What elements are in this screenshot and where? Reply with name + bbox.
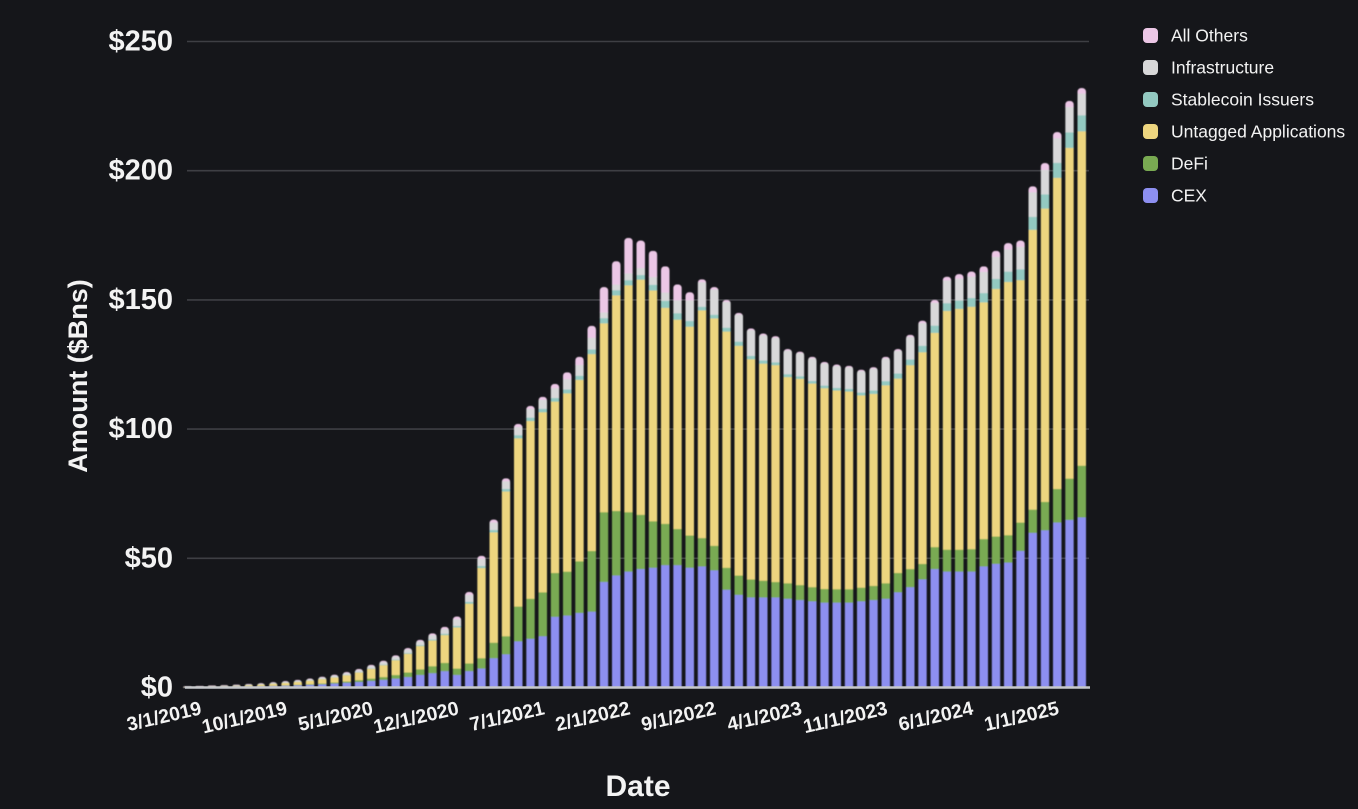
svg-text:DeFi: DeFi: [1171, 154, 1208, 174]
svg-text:Amount ($Bns): Amount ($Bns): [63, 279, 93, 472]
svg-text:$0: $0: [141, 672, 173, 704]
svg-text:Untagged Applications: Untagged Applications: [1171, 122, 1345, 142]
svg-text:$250: $250: [108, 26, 173, 58]
svg-text:$50: $50: [125, 542, 173, 574]
svg-text:Infrastructure: Infrastructure: [1171, 58, 1274, 78]
svg-text:All Others: All Others: [1171, 26, 1248, 46]
svg-text:Date: Date: [605, 770, 670, 803]
svg-text:CEX: CEX: [1171, 186, 1207, 206]
svg-text:Stablecoin Issuers: Stablecoin Issuers: [1171, 90, 1314, 110]
svg-text:$200: $200: [108, 155, 173, 187]
svg-text:$100: $100: [108, 413, 173, 445]
svg-text:$150: $150: [108, 284, 173, 316]
